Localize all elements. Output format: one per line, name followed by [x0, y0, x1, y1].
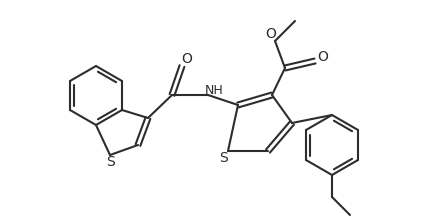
- Text: S: S: [106, 155, 115, 169]
- Text: NH: NH: [205, 85, 224, 97]
- Text: O: O: [266, 27, 277, 41]
- Text: O: O: [317, 50, 328, 64]
- Text: S: S: [218, 151, 227, 165]
- Text: O: O: [181, 52, 192, 66]
